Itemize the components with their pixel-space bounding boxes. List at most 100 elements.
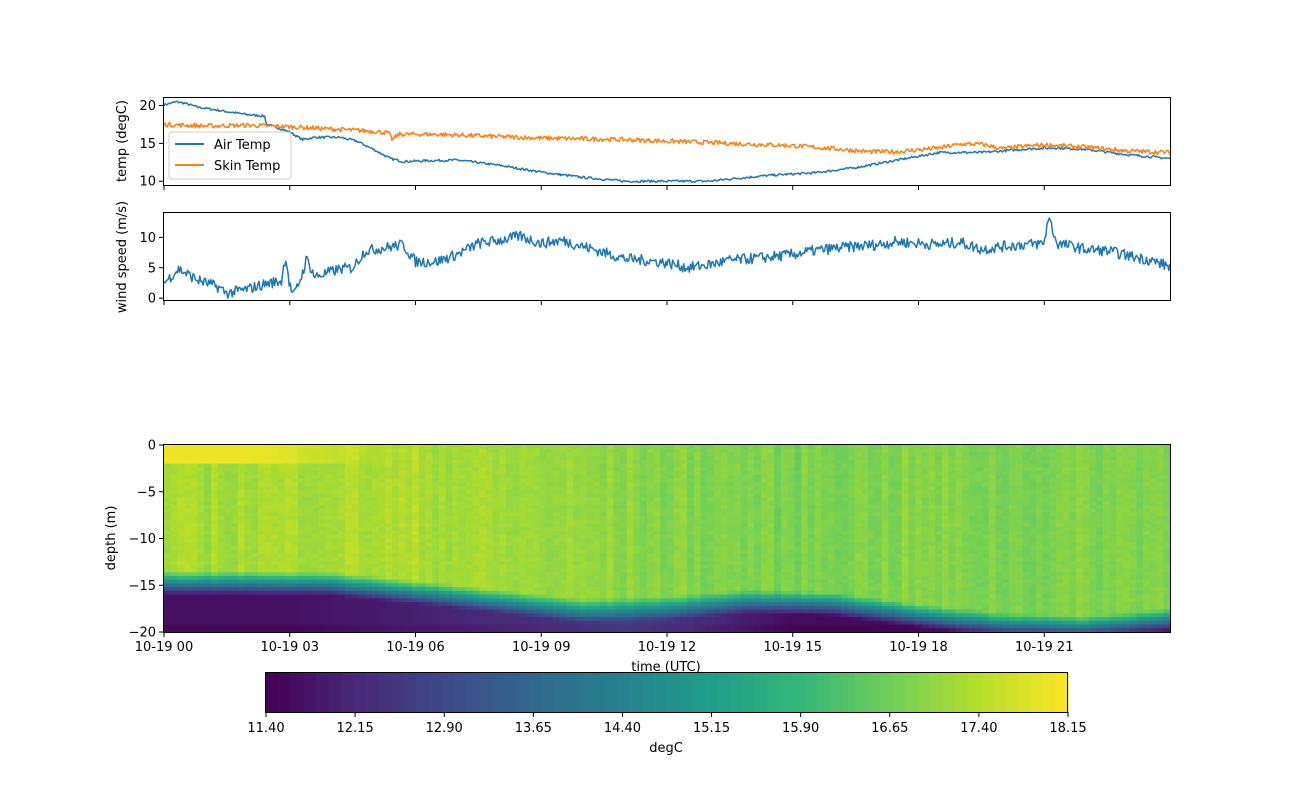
heatmap-cell [418, 613, 427, 618]
heatmap-cell [787, 545, 796, 551]
heatmap-cell [747, 560, 755, 566]
heatmap-cell [613, 564, 621, 570]
heatmap-cell [740, 568, 749, 573]
heatmap-cell [573, 452, 581, 457]
heatmap-cell [298, 583, 306, 588]
heatmap-cell [760, 575, 769, 581]
heatmap-cell [532, 594, 541, 599]
heatmap-cell [231, 579, 239, 584]
heatmap-cell [398, 613, 407, 618]
heatmap-cell [781, 471, 789, 476]
heatmap-cell [492, 594, 500, 599]
heatmap-cell [740, 583, 749, 588]
heatmap-cell [432, 538, 440, 543]
heatmap-cell [653, 474, 661, 480]
heatmap-cell [324, 445, 333, 450]
heatmap-cell [821, 463, 829, 469]
heatmap-cell [385, 527, 393, 532]
heatmap-cell [539, 613, 547, 618]
heatmap-cell [680, 617, 688, 622]
heatmap-cell [338, 497, 346, 502]
heatmap-cell [512, 527, 521, 532]
heatmap-cell [807, 628, 816, 633]
heatmap-cell [438, 463, 447, 469]
heatmap-cell [787, 448, 796, 454]
heatmap-cell [539, 538, 547, 543]
heatmap-cell [720, 609, 728, 614]
heatmap-cell [271, 445, 279, 450]
heatmap-cell [231, 519, 239, 525]
heatmap-cell [539, 497, 547, 502]
heatmap-cell [620, 553, 628, 558]
heatmap-cell [224, 628, 232, 633]
heatmap-cell [720, 590, 728, 596]
heatmap-cell [781, 613, 789, 618]
heatmap-cell [613, 620, 621, 626]
heatmap-cell [526, 445, 534, 450]
heatmap-cell [546, 512, 554, 517]
heatmap-cell [794, 445, 802, 450]
heatmap-cell [231, 508, 239, 513]
heatmap-cell [734, 474, 742, 480]
heatmap-cell [807, 587, 816, 592]
heatmap-cell [673, 609, 682, 614]
heatmap-cell [210, 501, 219, 506]
heatmap-cell [626, 564, 635, 570]
heatmap-cell [398, 609, 407, 614]
heatmap-cell [532, 452, 541, 457]
heatmap-cell [412, 493, 420, 498]
heatmap-cell [814, 572, 822, 577]
heatmap-cell [727, 501, 735, 506]
heatmap-cell [787, 620, 796, 626]
heatmap-cell [821, 508, 829, 513]
heatmap-cell [385, 445, 393, 450]
heatmap-cell [566, 534, 574, 540]
heatmap-cell [271, 534, 279, 540]
heatmap-cell [311, 553, 319, 558]
heatmap-cell [331, 579, 339, 584]
heatmap-cell [237, 628, 246, 633]
heatmap-cell [774, 560, 782, 566]
heatmap-cell [170, 575, 179, 581]
heatmap-cell [264, 560, 272, 566]
heatmap-cell [425, 545, 433, 551]
heatmap-cell [801, 575, 809, 581]
heatmap-cell [734, 620, 742, 626]
heatmap-cell [351, 575, 360, 581]
heatmap-cell [626, 568, 635, 573]
heatmap-cell [217, 579, 225, 584]
heatmap-cell [224, 527, 232, 532]
heatmap-cell [633, 452, 641, 457]
heatmap-cell [660, 445, 668, 450]
heatmap-cell [418, 609, 427, 614]
heatmap-cell [197, 605, 205, 611]
heatmap-cell [170, 467, 179, 472]
heatmap-cell [807, 620, 816, 626]
heatmap-cell [760, 501, 769, 506]
heatmap-cell [519, 497, 527, 502]
heatmap-cell [452, 542, 460, 547]
heatmap-cell [781, 463, 789, 469]
heatmap-cell [412, 463, 420, 469]
heatmap-cell [264, 542, 272, 547]
heatmap-cell [532, 523, 541, 528]
heatmap-cell [814, 452, 822, 457]
legend-skin-temp-label: Skin Temp [214, 159, 280, 174]
heatmap-cell [700, 553, 708, 558]
heatmap-cell [237, 575, 246, 581]
heatmap-cell [459, 493, 467, 498]
heatmap-cell [539, 575, 547, 581]
heatmap-cell [190, 628, 199, 633]
heatmap-cell [573, 557, 581, 562]
heatmap-cell [378, 512, 386, 517]
heatmap-cell [304, 553, 313, 558]
heatmap-cell [573, 587, 581, 592]
heatmap-cell [351, 553, 360, 558]
heatmap-cell [257, 531, 266, 536]
heatmap-cell [774, 445, 782, 450]
heatmap-cell [760, 448, 769, 454]
heatmap-cell [264, 482, 272, 487]
heatmap-cell [224, 590, 232, 596]
heatmap-cell [693, 452, 702, 457]
heatmap-cell [351, 493, 360, 498]
